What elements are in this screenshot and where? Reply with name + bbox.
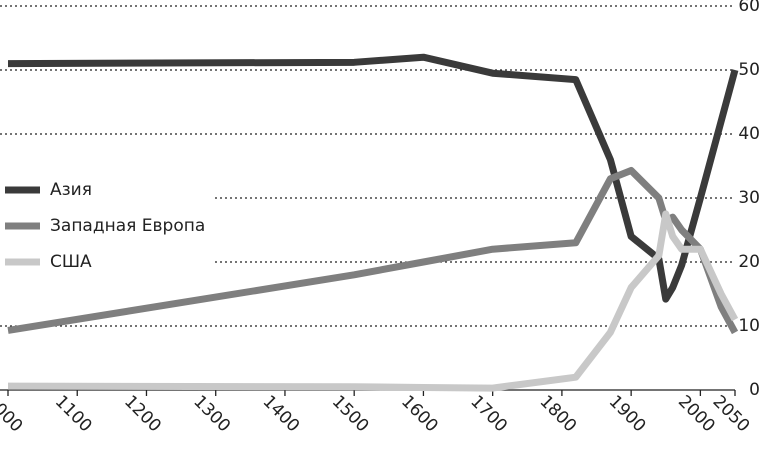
y-tick-label: 30 (738, 188, 760, 208)
x-tick-label: 1500 (328, 392, 373, 437)
x-tick-label: 1200 (120, 392, 165, 437)
y-tick-label: 10 (738, 316, 760, 336)
y-tick-label: 50 (738, 60, 760, 80)
x-tick-label: 2000 (674, 392, 719, 437)
x-tick-label: 1700 (466, 392, 511, 437)
x-tick-label: 2050 (709, 392, 754, 437)
line (7, 210, 739, 392)
y-tick-label: 60 (738, 0, 760, 16)
x-tick-label: 1600 (397, 392, 442, 437)
legend-label: Западная Европа (50, 216, 205, 236)
y-tick-label: 20 (738, 252, 760, 272)
x-tick-label: 1900 (605, 392, 650, 437)
line (7, 53, 739, 303)
y-tick-label: 40 (738, 124, 760, 144)
y-tick-label: 0 (749, 380, 760, 400)
x-tick-label: 1000 (0, 392, 26, 437)
x-tick-label: 1800 (536, 392, 581, 437)
x-tick-label: 1300 (189, 392, 234, 437)
x-tick-label: 1100 (51, 392, 96, 437)
x-tick-label: 1400 (259, 392, 304, 437)
legend-label: Азия (50, 180, 92, 200)
legend-label: США (50, 252, 92, 272)
